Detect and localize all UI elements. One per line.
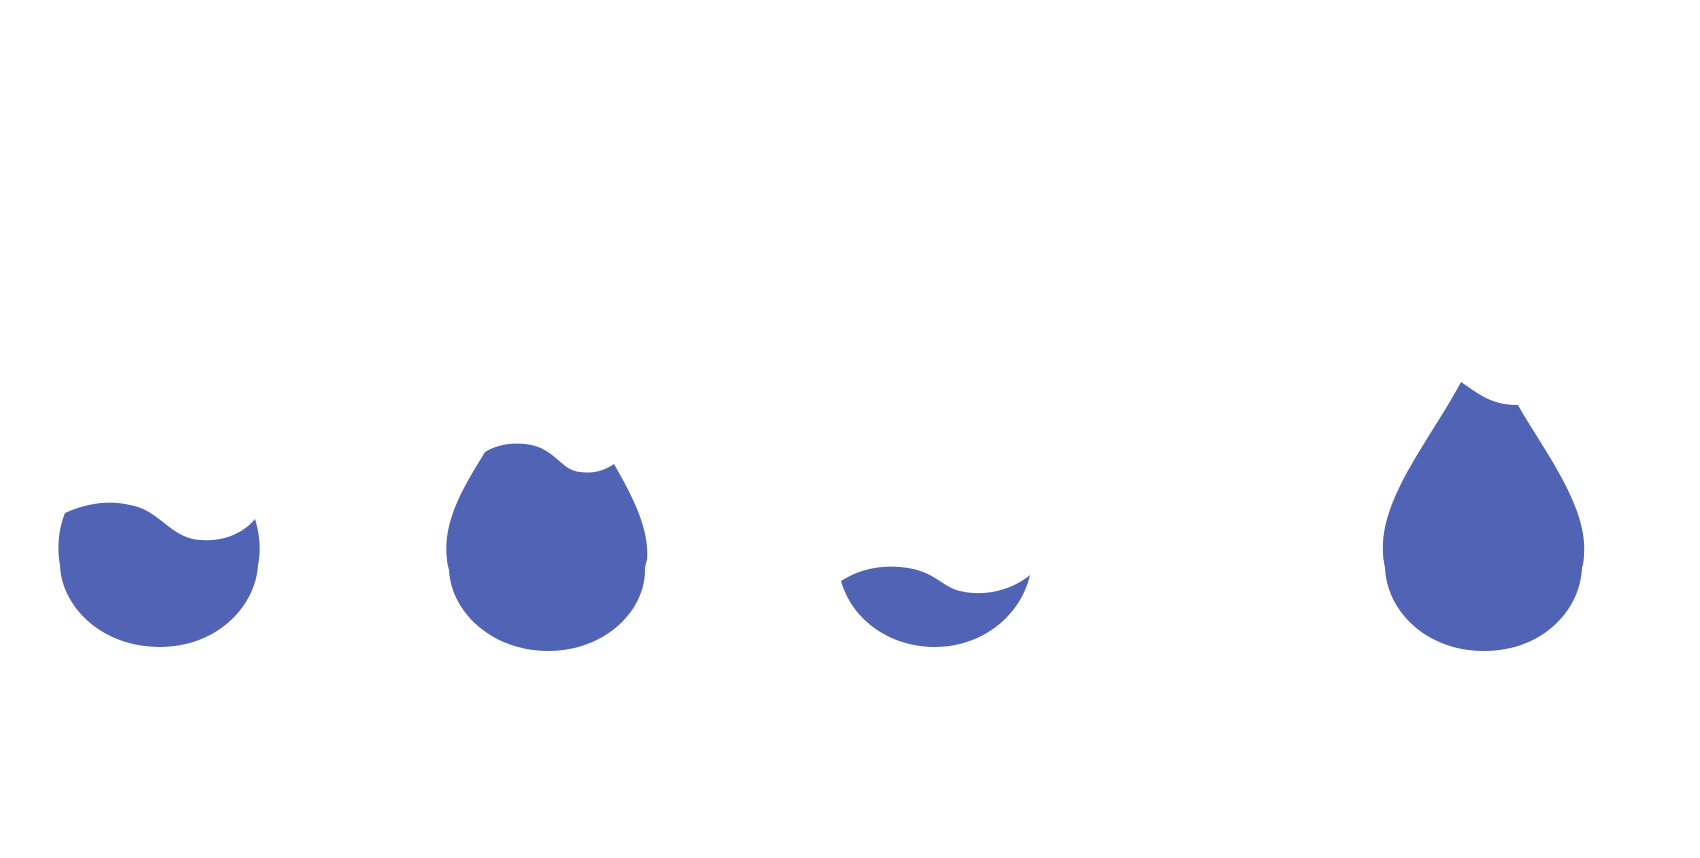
water-drop-icon (841, 566, 1030, 647)
water-drop-fill-4 (1382, 382, 1585, 651)
water-drop-icon (1382, 382, 1585, 651)
water-drop-fill-2 (446, 443, 648, 651)
water-drop-icon (446, 443, 648, 651)
water-drop-fill-3 (841, 566, 1030, 647)
water-drop-fill-1 (58, 502, 260, 647)
water-drop-icon (58, 502, 260, 647)
